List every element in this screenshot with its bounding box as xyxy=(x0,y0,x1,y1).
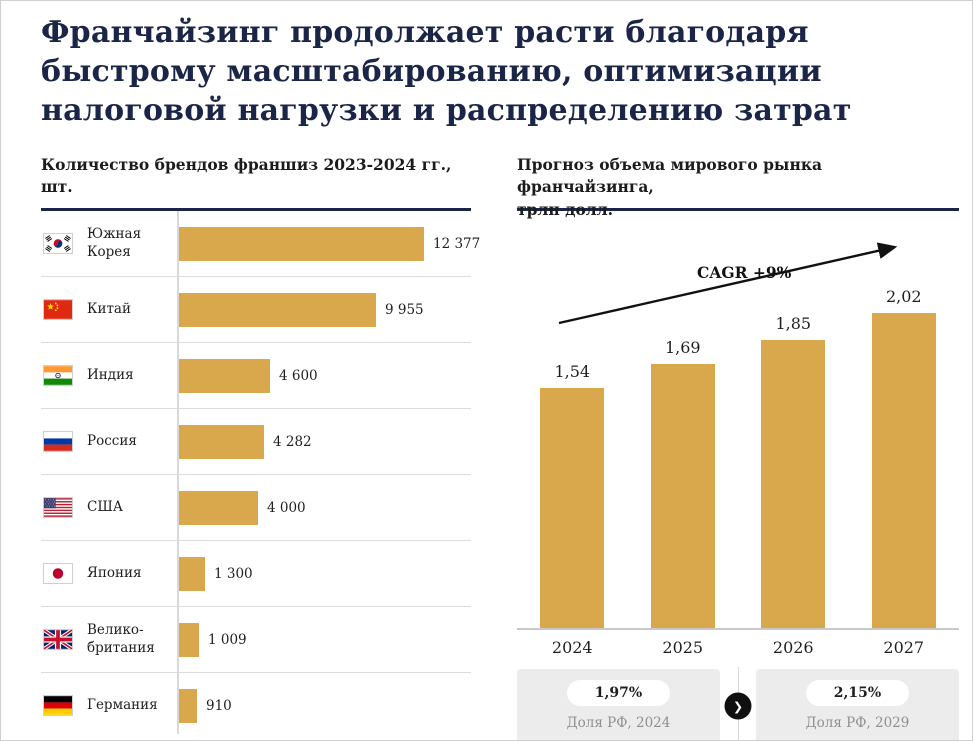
bar-value-label: 910 xyxy=(206,697,232,714)
rf-share-pill-2029: 2,15% xyxy=(805,680,910,706)
bar-value-label: 4 282 xyxy=(273,433,312,450)
brand-bar xyxy=(179,622,199,657)
brands-chart-title-line1: Количество брендов франшиз 2023-2024 гг.… xyxy=(41,155,452,174)
rf-share-caption-2024: Доля РФ, 2024 xyxy=(566,715,671,731)
brand-row-usa: США 4 000 xyxy=(41,475,471,541)
bar-zone: 4 282 xyxy=(179,424,471,459)
country-label: Япония xyxy=(87,564,142,581)
rf-share-caption-2029: Доля РФ, 2029 xyxy=(805,715,910,731)
brand-row-india: Индия 4 600 xyxy=(41,343,471,409)
forecast-bar-slot: 1,69 xyxy=(628,338,739,628)
bar-zone: 12 377 xyxy=(179,226,481,261)
year-label: 2024 xyxy=(551,638,593,657)
bar-zone: 910 xyxy=(179,688,471,723)
forecast-chart-title-line1: Прогноз объема мирового рынка франчайзин… xyxy=(517,155,823,197)
bar-zone: 4 000 xyxy=(179,490,471,525)
bar-zone: 1 009 xyxy=(179,622,471,657)
brand-row-south-korea: Южная Корея 12 377 xyxy=(41,211,480,277)
flag-china-icon xyxy=(41,299,87,320)
forecast-bar xyxy=(650,364,715,628)
rf-share-footer: 1,97% Доля РФ, 2024 2,15% Доля РФ, 2029 … xyxy=(517,667,959,740)
country-label: Южная Корея xyxy=(87,225,142,260)
bar-value-label: 1,85 xyxy=(775,314,812,333)
brand-row-russia: Россия 4 282 xyxy=(41,409,471,475)
growth-arrow-icon xyxy=(558,242,898,325)
flag-india-icon xyxy=(41,365,87,386)
chevron-right-icon: ❯ xyxy=(732,699,744,713)
flag-uk-icon xyxy=(41,629,87,650)
brand-row-china: Китай 9 955 xyxy=(41,277,471,343)
year-label: 2027 xyxy=(883,638,925,657)
baseline-axis xyxy=(177,211,179,734)
forecast-bar xyxy=(761,340,826,628)
country-label: Китай xyxy=(87,300,131,317)
flag-japan-icon xyxy=(41,563,87,584)
flag-germany-icon xyxy=(41,695,87,716)
bar-value-label: 4 600 xyxy=(279,367,318,384)
brand-bar xyxy=(179,292,376,327)
bar-value-label: 12 377 xyxy=(433,235,481,252)
country-label: Индия xyxy=(87,366,134,383)
country-label: Германия xyxy=(87,696,158,713)
brand-bar xyxy=(179,424,264,459)
next-button[interactable]: ❯ xyxy=(724,692,752,720)
forecast-bar xyxy=(540,388,605,628)
rf-share-pill-2024: 1,97% xyxy=(566,680,671,706)
bar-value-label: 1 300 xyxy=(214,565,253,582)
forecast-bar-slot: 2,02 xyxy=(849,287,960,628)
forecast-bar-slot: 1,85 xyxy=(738,314,849,628)
brand-bar xyxy=(179,556,205,591)
rf-share-box-2029: 2,15% Доля РФ, 2029 xyxy=(756,669,959,740)
forecast-bar-chart: CAGR +9% 1,54 1,69 1,85 xyxy=(517,211,959,630)
flag-russia-icon xyxy=(41,431,87,452)
brand-row-uk: Велико-британия 1 009 xyxy=(41,607,471,673)
charts-container: Количество брендов франшиз 2023-2024 гг.… xyxy=(41,154,959,740)
cagr-annotation: CAGR +9% xyxy=(697,263,792,282)
forecast-bar xyxy=(871,313,936,628)
forecast-chart-title-line2: трлн долл. xyxy=(517,199,614,219)
bar-zone: 9 955 xyxy=(179,292,471,327)
x-axis-labels: 2024 2025 2026 2027 xyxy=(517,638,959,657)
rf-share-box-2024: 1,97% Доля РФ, 2024 xyxy=(517,669,720,740)
bar-zone: 1 300 xyxy=(179,556,471,591)
page-title: Франчайзинг продолжает расти благодаря б… xyxy=(41,15,852,128)
bar-value-label: 1 009 xyxy=(208,631,247,648)
flag-south-korea-icon xyxy=(41,233,87,254)
forecast-bars: 1,54 1,69 1,85 2,02 xyxy=(517,287,959,628)
brand-row-germany: Германия 910 xyxy=(41,673,471,738)
year-label: 2025 xyxy=(662,638,704,657)
bar-value-label: 9 955 xyxy=(385,301,424,318)
brand-bar xyxy=(179,688,197,723)
brands-chart-header: Количество брендов франшиз 2023-2024 гг.… xyxy=(41,154,471,211)
bar-zone: 4 600 xyxy=(179,358,471,393)
brand-bar xyxy=(179,358,270,393)
country-label: США xyxy=(87,498,123,515)
brands-chart-title-line2: шт. xyxy=(41,177,73,197)
flag-usa-icon xyxy=(41,497,87,518)
brand-bar xyxy=(179,490,258,525)
bar-value-label: 1,69 xyxy=(664,338,701,357)
brand-row-japan: Япония 1 300 xyxy=(41,541,471,607)
brand-bar xyxy=(179,226,424,261)
country-label: Велико-британия xyxy=(87,621,155,656)
bar-value-label: 4 000 xyxy=(267,499,306,516)
bar-value-label: 1,54 xyxy=(554,362,591,381)
country-label: Россия xyxy=(87,432,137,449)
brands-bar-chart: Южная Корея 12 377 Китай xyxy=(41,211,480,738)
forecast-chart-panel: Прогноз объема мирового рынка франчайзин… xyxy=(517,154,959,740)
brands-chart-panel: Количество брендов франшиз 2023-2024 гг.… xyxy=(41,154,480,740)
forecast-chart-header: Прогноз объема мирового рынка франчайзин… xyxy=(517,154,959,219)
forecast-bar-slot: 1,54 xyxy=(517,362,628,628)
year-label: 2026 xyxy=(772,638,814,657)
bar-value-label: 2,02 xyxy=(885,287,922,306)
